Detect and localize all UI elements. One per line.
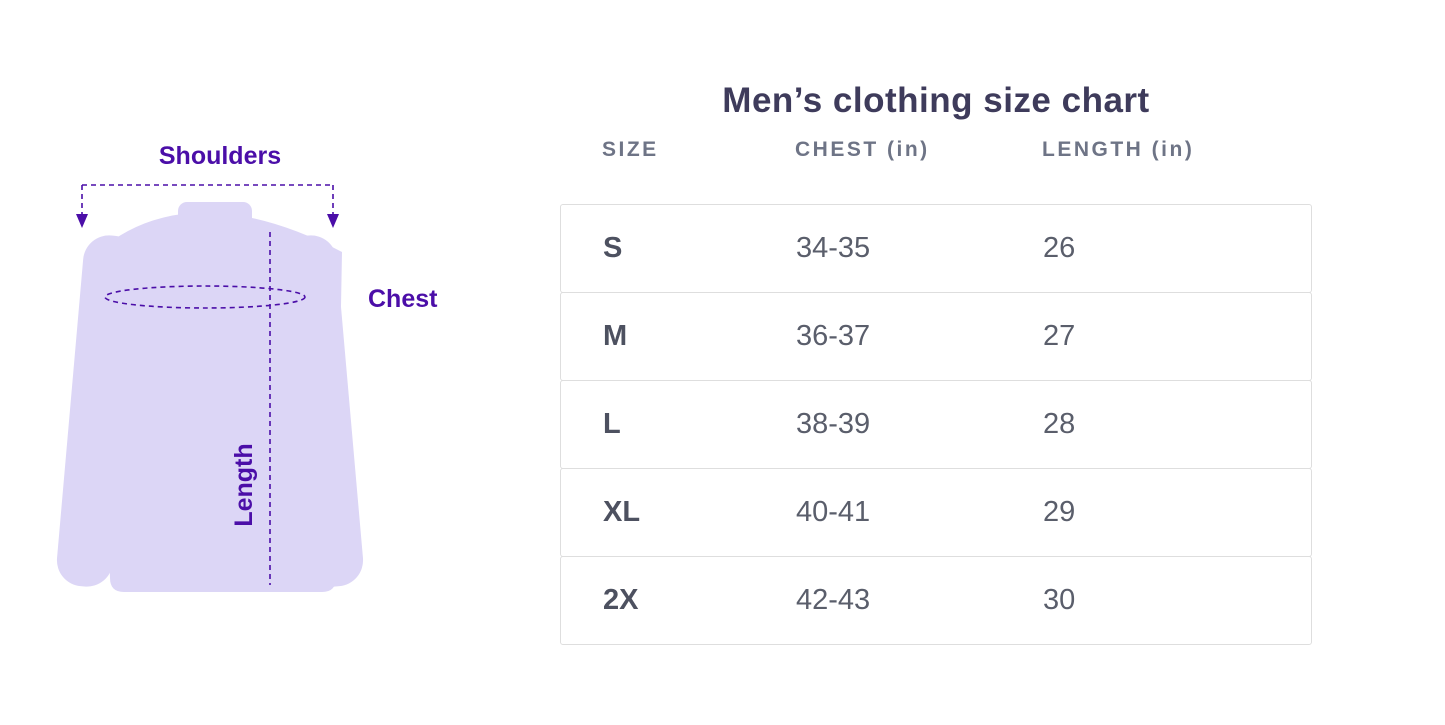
table-row: M 36-37 27 bbox=[560, 292, 1312, 381]
table-row: XL 40-41 29 bbox=[560, 468, 1312, 557]
header-chest: CHEST (in) bbox=[795, 138, 930, 161]
chest-measure-ellipse bbox=[104, 285, 306, 309]
size-cell: 2X bbox=[603, 584, 639, 616]
shoulders-measure-line bbox=[81, 184, 334, 216]
length-cell: 29 bbox=[1043, 496, 1076, 528]
header-size: SIZE bbox=[602, 138, 659, 161]
chest-cell: 36-37 bbox=[796, 320, 871, 352]
shirt-diagram bbox=[56, 184, 364, 592]
chest-cell: 34-35 bbox=[796, 232, 871, 264]
chest-label: Chest bbox=[368, 285, 438, 313]
size-cell: L bbox=[603, 408, 621, 440]
shoulders-label: Shoulders bbox=[158, 142, 282, 170]
chest-cell: 42-43 bbox=[796, 584, 871, 616]
chest-cell: 38-39 bbox=[796, 408, 871, 440]
length-label: Length bbox=[230, 443, 258, 527]
table-row: S 34-35 26 bbox=[560, 204, 1312, 293]
table-row: 2X 42-43 30 bbox=[560, 556, 1312, 645]
table-header-row: SIZE CHEST (in) LENGTH (in) bbox=[560, 130, 1312, 205]
length-cell: 27 bbox=[1043, 320, 1076, 352]
size-cell: M bbox=[603, 320, 628, 352]
shirt-body bbox=[98, 212, 342, 592]
length-cell: 30 bbox=[1043, 584, 1076, 616]
shoulders-arrow-left bbox=[76, 214, 88, 228]
page-title: Men’s clothing size chart bbox=[722, 81, 1150, 121]
table-row: L 38-39 28 bbox=[560, 380, 1312, 469]
size-cell: S bbox=[603, 232, 623, 264]
length-cell: 28 bbox=[1043, 408, 1076, 440]
header-length: LENGTH (in) bbox=[1042, 138, 1195, 161]
size-cell: XL bbox=[603, 496, 641, 528]
shoulders-arrow-right bbox=[327, 214, 339, 228]
size-chart-table: SIZE CHEST (in) LENGTH (in) S 34-35 26 M… bbox=[560, 130, 1312, 645]
length-cell: 26 bbox=[1043, 232, 1076, 264]
chest-cell: 40-41 bbox=[796, 496, 871, 528]
